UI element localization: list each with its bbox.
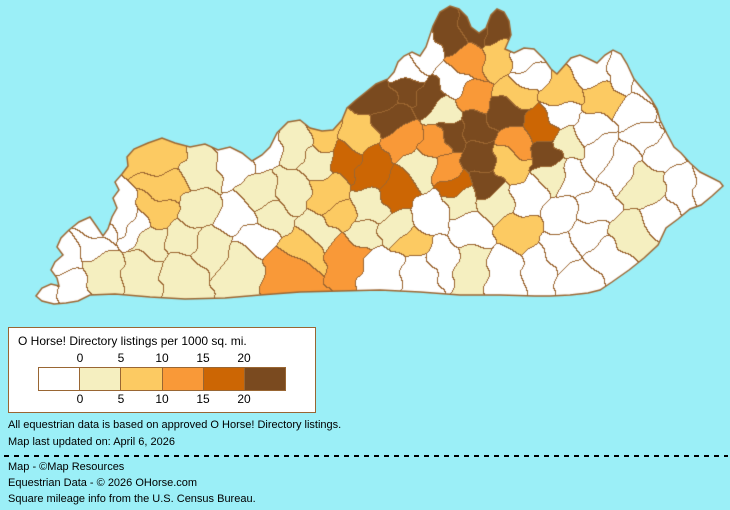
legend-tick-label: 15 (196, 392, 210, 406)
legend-tick-label: 15 (196, 351, 210, 365)
kentucky-choropleth-map (0, 0, 730, 322)
legend-swatch (202, 368, 244, 390)
legend-swatch (120, 368, 162, 390)
map-region (0, 0, 730, 322)
legend-swatch (79, 368, 121, 390)
legend-swatch (243, 368, 286, 390)
legend-tick-label: 10 (155, 392, 169, 406)
legend-title: O Horse! Directory listings per 1000 sq.… (18, 334, 247, 348)
legend-swatch (39, 368, 80, 390)
legend-tick-label: 5 (117, 392, 125, 406)
data-source-note: All equestrian data is based on approved… (8, 419, 342, 431)
legend-tick-label: 10 (155, 351, 169, 365)
legend-color-scale (38, 367, 286, 391)
dashed-divider (4, 455, 728, 457)
legend-tick-label: 20 (237, 392, 251, 406)
last-updated-note: Map last updated on: April 6, 2026 (8, 436, 175, 448)
map-credit: Map - ©Map Resources (8, 461, 125, 473)
equestrian-data-credit: Equestrian Data - © 2026 OHorse.com (8, 477, 198, 489)
census-credit: Square mileage info from the U.S. Census… (8, 493, 256, 505)
legend-tick-row-top: 0 5 10 15 20 (9, 351, 315, 365)
legend-tick-label: 0 (76, 392, 84, 406)
legend-tick-label: 5 (117, 351, 125, 365)
legend-tick-row-bottom: 0 5 10 15 20 (9, 392, 315, 406)
legend-tick-label: 0 (76, 351, 84, 365)
legend-tick-label: 20 (237, 351, 251, 365)
legend: O Horse! Directory listings per 1000 sq.… (8, 327, 316, 413)
legend-swatch (161, 368, 203, 390)
